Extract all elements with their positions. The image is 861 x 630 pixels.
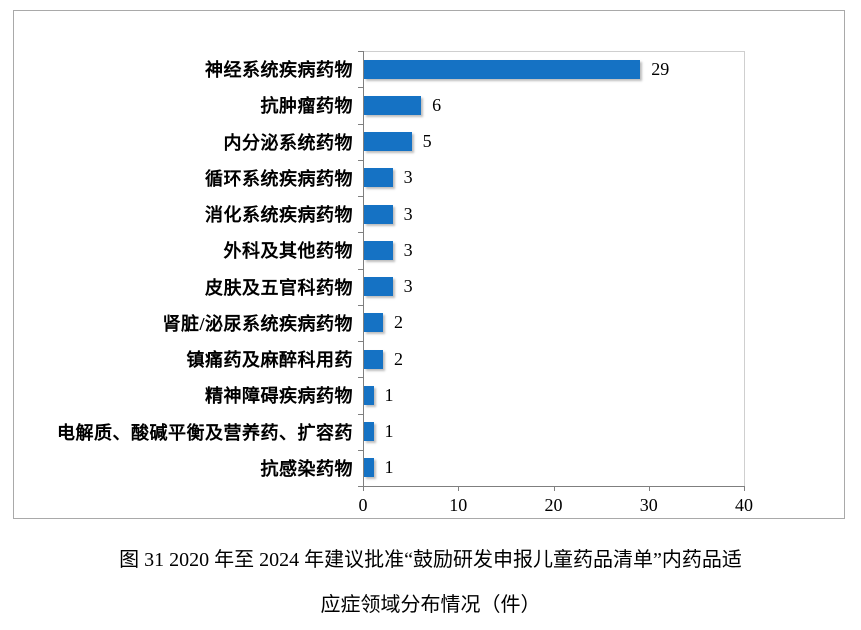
bar: [364, 422, 374, 442]
bar: [364, 95, 422, 115]
value-axis-tick-label: 10: [449, 495, 468, 515]
category-axis-tick: [358, 341, 363, 342]
value-axis-tick: [458, 486, 460, 491]
bar: [364, 59, 641, 79]
category-axis-tick: [358, 87, 363, 89]
category-axis-tick: [358, 123, 363, 125]
category-label: 内分泌系统药物: [223, 132, 353, 153]
bar: [364, 277, 393, 297]
bar: [364, 168, 393, 188]
bar: [364, 132, 412, 152]
category-label: 精神障碍疾病药物: [205, 386, 353, 407]
bar-value-label: 1: [384, 384, 394, 405]
caption-line-1: 图 31 2020 年至 2024 年建议批准“鼓励研发申报儿童药品清单”内药品…: [119, 549, 742, 571]
bar: [364, 204, 393, 224]
category-label: 抗肿瘤药物: [260, 96, 353, 117]
bar-value-label: 3: [403, 203, 413, 224]
category-label: 肾脏/泌尿系统疾病药物: [162, 313, 353, 334]
category-axis-tick: [358, 413, 363, 415]
category-axis-tick: [358, 196, 363, 197]
value-axis-tick-label: 20: [544, 495, 563, 515]
bar: [364, 240, 393, 260]
plot-area-border: [363, 51, 745, 487]
category-label: 抗感染药物: [260, 458, 353, 479]
category-label: 外科及其他药物: [223, 241, 353, 262]
category-axis-tick: [358, 304, 363, 306]
category-axis-tick: [358, 268, 363, 270]
bar-value-label: 1: [384, 457, 394, 478]
category-label: 镇痛药及麻醉科用药: [186, 350, 353, 371]
category-axis-tick: [358, 449, 363, 451]
bar-value-label: 3: [403, 239, 413, 260]
bar-value-label: 3: [403, 167, 413, 188]
category-label: 神经系统疾病药物: [205, 60, 353, 81]
bar-value-label: 29: [651, 58, 670, 79]
bar: [364, 385, 374, 405]
bar-value-label: 1: [384, 421, 394, 442]
category-label: 皮肤及五官科药物: [205, 277, 353, 298]
category-axis-tick: [358, 232, 363, 234]
value-axis-tick: [553, 486, 555, 491]
chart-frame: 神经系统疾病药物 29 抗肿瘤药物 6 内分泌系统药物 5 循环系统疾病药物 3 消化系统疾病药…: [13, 10, 845, 519]
bar-value-label: 2: [394, 348, 404, 369]
bar: [364, 349, 384, 369]
category-axis-tick: [358, 377, 363, 379]
bar-value-label: 6: [432, 94, 442, 115]
value-axis-tick-label: 30: [639, 495, 658, 515]
category-axis: [363, 51, 364, 487]
bar: [364, 458, 374, 478]
category-axis-tick: [358, 51, 363, 52]
value-axis-tick-label: 0: [358, 495, 368, 515]
value-axis-tick: [648, 486, 650, 491]
bar-value-label: 2: [394, 312, 404, 333]
bar-value-label: 5: [422, 131, 432, 152]
category-axis-tick: [358, 159, 363, 161]
category-label: 消化系统疾病药物: [205, 205, 353, 226]
value-axis-tick: [363, 486, 364, 491]
caption-line-2: 应症领域分布情况（件）: [320, 594, 541, 616]
category-axis-tick: [358, 486, 363, 487]
bar-value-label: 3: [403, 276, 413, 297]
category-label: 循环系统疾病药物: [205, 168, 353, 189]
value-axis-tick-label: 40: [735, 495, 753, 515]
bar: [364, 313, 384, 333]
figure-caption: 图 31 2020 年至 2024 年建议批准“鼓励研发申报儿童药品清单”内药品…: [0, 538, 861, 628]
category-label: 电解质、酸碱平衡及营养药、扩容药: [57, 422, 353, 443]
value-axis-tick: [744, 486, 745, 491]
